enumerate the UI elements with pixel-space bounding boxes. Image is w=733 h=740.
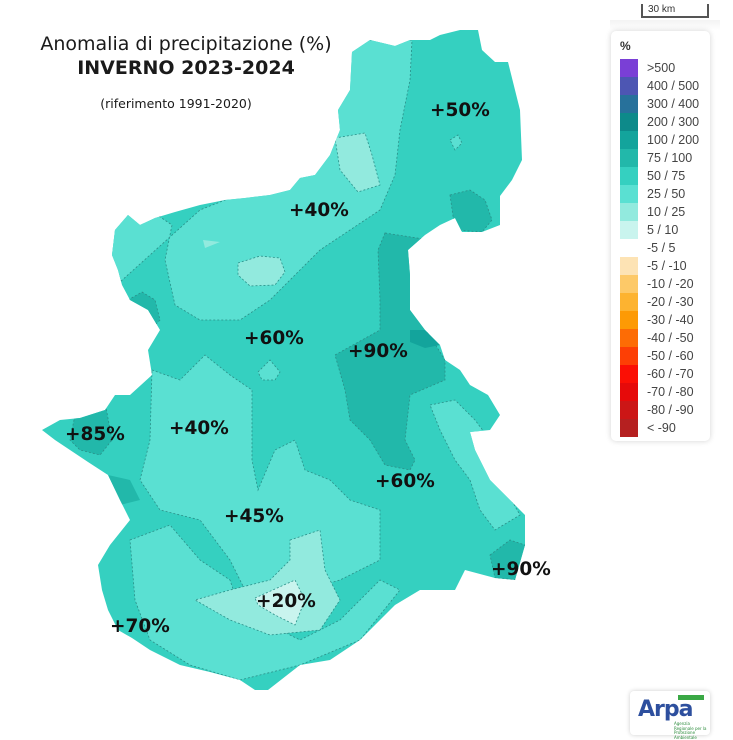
legend-item: 100 / 200 xyxy=(620,131,699,149)
scale-shadow xyxy=(610,20,720,30)
legend-swatch xyxy=(620,329,638,347)
legend-label: 200 / 300 xyxy=(647,115,700,129)
title-season: INVERNO 2023-2024 xyxy=(77,57,295,79)
map-title: Anomalia di precipitazione (%) INVERNO 2… xyxy=(0,32,372,80)
legend-swatch xyxy=(620,239,638,257)
legend-label: 5 / 10 xyxy=(647,223,679,237)
legend-swatch xyxy=(620,59,638,77)
legend-swatch xyxy=(620,383,638,401)
legend-label: 25 / 50 xyxy=(647,187,686,201)
legend-label: 10 / 25 xyxy=(647,205,686,219)
legend-label: 400 / 500 xyxy=(647,79,700,93)
anomaly-label: +20% xyxy=(256,591,316,612)
legend-swatch xyxy=(620,185,638,203)
title-main: Anomalia di precipitazione (%) xyxy=(40,33,332,55)
anomaly-label: +90% xyxy=(491,559,551,580)
legend-item: 200 / 300 xyxy=(620,113,699,131)
legend-swatch xyxy=(620,203,638,221)
legend-item: < -90 xyxy=(620,419,699,437)
legend-item: -40 / -50 xyxy=(620,329,699,347)
arpa-logo[interactable]: Arpa Agenzia Regionale per la Protezione… xyxy=(630,691,710,739)
anomaly-label: +60% xyxy=(244,328,304,349)
legend-item: -20 / -30 xyxy=(620,293,699,311)
legend-swatch xyxy=(620,167,638,185)
legend-label: 300 / 400 xyxy=(647,97,700,111)
legend-label: >500 xyxy=(647,61,676,75)
anomaly-label: +85% xyxy=(65,424,125,445)
legend-label: < -90 xyxy=(647,421,676,435)
anomaly-label: +90% xyxy=(348,341,408,362)
anomaly-label: +40% xyxy=(169,418,229,439)
legend-list: >500 400 / 500 300 / 400 200 / 300 100 / 200… xyxy=(620,59,699,437)
legend-item: 5 / 10 xyxy=(620,221,699,239)
anomaly-label: +60% xyxy=(375,471,435,492)
logo-text: Arpa xyxy=(638,697,693,722)
legend-item: 400 / 500 xyxy=(620,77,699,95)
legend-item: -80 / -90 xyxy=(620,401,699,419)
scale-bar: 30 km xyxy=(641,4,709,18)
legend-item: 10 / 25 xyxy=(620,203,699,221)
anomaly-label: +50% xyxy=(430,100,490,121)
legend-panel: % >500 400 / 500 300 / 400 200 / 300 100 / 2… xyxy=(611,31,710,441)
legend-label: -70 / -80 xyxy=(647,385,694,399)
legend-label: -5 / -10 xyxy=(647,259,687,273)
legend-item: 25 / 50 xyxy=(620,185,699,203)
legend-swatch xyxy=(620,131,638,149)
legend-swatch xyxy=(620,419,638,437)
legend-swatch xyxy=(620,347,638,365)
legend-item: >500 xyxy=(620,59,699,77)
legend-label: -30 / -40 xyxy=(647,313,694,327)
legend-label: 100 / 200 xyxy=(647,133,700,147)
legend-item: 50 / 75 xyxy=(620,167,699,185)
legend-item: -5 / 5 xyxy=(620,239,699,257)
legend-title: % xyxy=(620,39,631,53)
legend-swatch xyxy=(620,77,638,95)
legend-swatch xyxy=(620,293,638,311)
legend-item: -50 / -60 xyxy=(620,347,699,365)
legend-label: -5 / 5 xyxy=(647,241,676,255)
legend-item: -70 / -80 xyxy=(620,383,699,401)
legend-label: -60 / -70 xyxy=(647,367,694,381)
legend-item: -10 / -20 xyxy=(620,275,699,293)
legend-item: -5 / -10 xyxy=(620,257,699,275)
legend-item: 75 / 100 xyxy=(620,149,699,167)
legend-item: 300 / 400 xyxy=(620,95,699,113)
legend-swatch xyxy=(620,275,638,293)
legend-swatch xyxy=(620,113,638,131)
legend-swatch xyxy=(620,149,638,167)
scale-bar-label: 30 km xyxy=(648,4,676,15)
legend-swatch xyxy=(620,257,638,275)
legend-label: 50 / 75 xyxy=(647,169,686,183)
legend-swatch xyxy=(620,95,638,113)
legend-label: -80 / -90 xyxy=(647,403,694,417)
anomaly-label: +45% xyxy=(224,506,284,527)
legend-label: -50 / -60 xyxy=(647,349,694,363)
anomaly-label: +70% xyxy=(110,616,170,637)
legend-item: -30 / -40 xyxy=(620,311,699,329)
legend-item: -60 / -70 xyxy=(620,365,699,383)
legend-swatch xyxy=(620,401,638,419)
legend-label: -40 / -50 xyxy=(647,331,694,345)
logo-subtitle: Agenzia Regionale per la Protezione Ambi… xyxy=(674,721,707,740)
legend-label: -20 / -30 xyxy=(647,295,694,309)
anomaly-label: +40% xyxy=(289,200,349,221)
legend-label: 75 / 100 xyxy=(647,151,693,165)
logo-region-tag xyxy=(678,695,704,700)
legend-swatch xyxy=(620,221,638,239)
legend-swatch xyxy=(620,311,638,329)
legend-swatch xyxy=(620,365,638,383)
legend-label: -10 / -20 xyxy=(647,277,694,291)
reference-period: (riferimento 1991-2020) xyxy=(100,96,252,111)
